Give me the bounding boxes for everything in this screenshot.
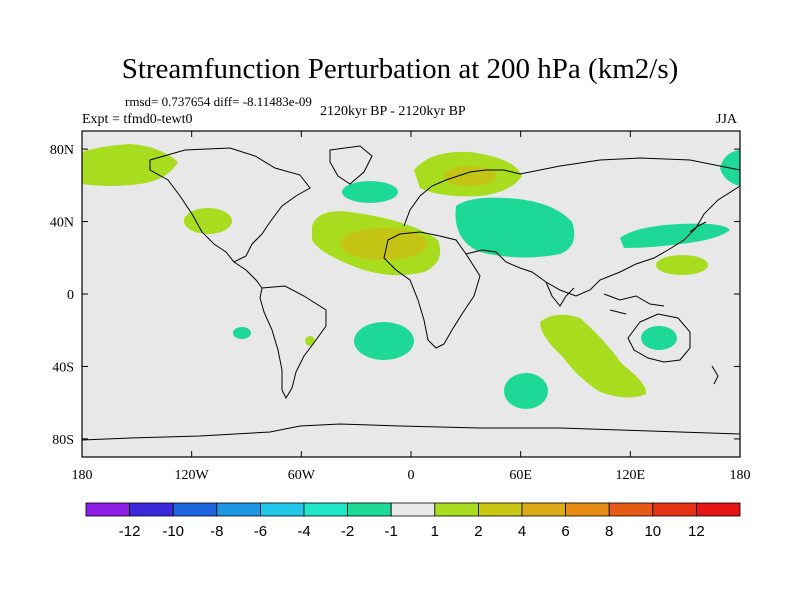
colorbar-label: 4 <box>518 523 526 540</box>
colorbar-label: -6 <box>254 523 267 540</box>
x-tick-label: 60E <box>509 468 532 483</box>
colorbar-label: 2 <box>474 523 482 540</box>
axis-ticks: 180 120W 60W 0 60E 120E 180 80N 40N 0 40S 80S <box>50 131 751 483</box>
colorbar-label: 8 <box>605 523 613 540</box>
colorbar-swatch <box>696 502 741 517</box>
colorbar-label: -2 <box>341 523 354 540</box>
contour-fields <box>82 144 740 409</box>
colorbar-swatch <box>85 502 130 517</box>
period-label: 2120kyr BP - 2120kyr BP <box>320 104 466 119</box>
australia-coast <box>627 313 691 363</box>
x-tick-label: 60W <box>288 468 316 483</box>
colorbar-label: -12 <box>119 523 141 540</box>
experiment-label: Expt = tfmd0-tewt0 <box>82 112 193 127</box>
indian-ocean-positive-area <box>540 314 647 398</box>
central-asia-negative-area <box>455 197 575 258</box>
chart-title: Streamfunction Perturbation at 200 hPa (… <box>121 53 679 85</box>
colorbar-label: 1 <box>431 523 439 540</box>
colorbar-swatch <box>129 502 174 517</box>
greenland-coast <box>329 145 373 185</box>
s-america-positive-area <box>305 336 315 346</box>
y-tick-label: 40N <box>50 216 74 231</box>
east-asia-negative-area <box>620 223 730 248</box>
x-tick-label: 180 <box>72 468 93 483</box>
south-america-coast <box>259 285 327 400</box>
y-tick-label: 40S <box>52 360 74 375</box>
colorbar-label: -4 <box>297 523 310 540</box>
central-america-coast <box>233 261 263 289</box>
x-tick-label: 0 <box>408 468 415 483</box>
new-zealand-coast <box>711 365 719 385</box>
colorbar-swatch <box>303 502 348 517</box>
asia-coast <box>465 157 740 297</box>
x-tick-label: 180 <box>730 468 751 483</box>
colorbar-label: -10 <box>162 523 184 540</box>
x-tick-label: 120W <box>175 468 210 483</box>
wna-positive-area <box>184 208 232 234</box>
colorbar-swatch <box>216 502 261 517</box>
australia-negative-area <box>641 326 677 350</box>
antarctica-coast <box>82 423 740 441</box>
scandinavia-core <box>444 166 496 186</box>
colorbar-label: 10 <box>644 523 661 540</box>
colorbar: -12 -10 -8 -6 -4 -2 -1 1 2 4 6 8 10 12 <box>85 502 741 540</box>
n-atlantic-negative-area <box>342 181 398 203</box>
southern-ocean-negative-area <box>504 373 548 409</box>
subtropical-core <box>340 228 428 260</box>
colorbar-swatch <box>477 502 523 517</box>
nw-pacific-positive-area <box>656 255 708 275</box>
europe-coast <box>403 169 521 227</box>
colorbar-label: 6 <box>561 523 569 540</box>
x-tick-label: 120E <box>616 468 646 483</box>
stats-label: rmsd= 0.737654 diff= -8.11483e-09 <box>125 94 312 109</box>
colorbar-label: -8 <box>210 523 223 540</box>
colorbar-swatch <box>521 502 566 517</box>
africa-coast <box>383 231 481 349</box>
colorbar-swatch <box>652 502 697 517</box>
se-pacific-negative-area <box>233 327 251 339</box>
colorbar-swatch <box>565 502 610 517</box>
japan-coast <box>689 221 707 233</box>
s-atlantic-negative-area <box>354 322 414 360</box>
colorbar-label: -1 <box>385 523 398 540</box>
colorbar-swatch <box>390 502 436 517</box>
india-coast <box>545 281 575 307</box>
colorbar-label: 12 <box>688 523 705 540</box>
colorbar-swatch <box>608 502 654 517</box>
map-background <box>82 131 740 457</box>
north-america-coast <box>149 147 311 263</box>
colorbar-swatch <box>259 502 305 517</box>
y-tick-label: 80S <box>52 433 74 448</box>
season-label: JJA <box>716 112 738 127</box>
colorbar-swatch <box>347 502 392 517</box>
colorbar-swatch <box>172 502 218 517</box>
coastlines <box>82 145 740 441</box>
y-tick-label: 0 <box>67 288 74 303</box>
alaska-positive-area <box>82 144 178 186</box>
y-tick-label: 80N <box>50 143 74 158</box>
colorbar-swatch <box>434 502 479 517</box>
se-asia-islands-coast <box>603 293 665 315</box>
